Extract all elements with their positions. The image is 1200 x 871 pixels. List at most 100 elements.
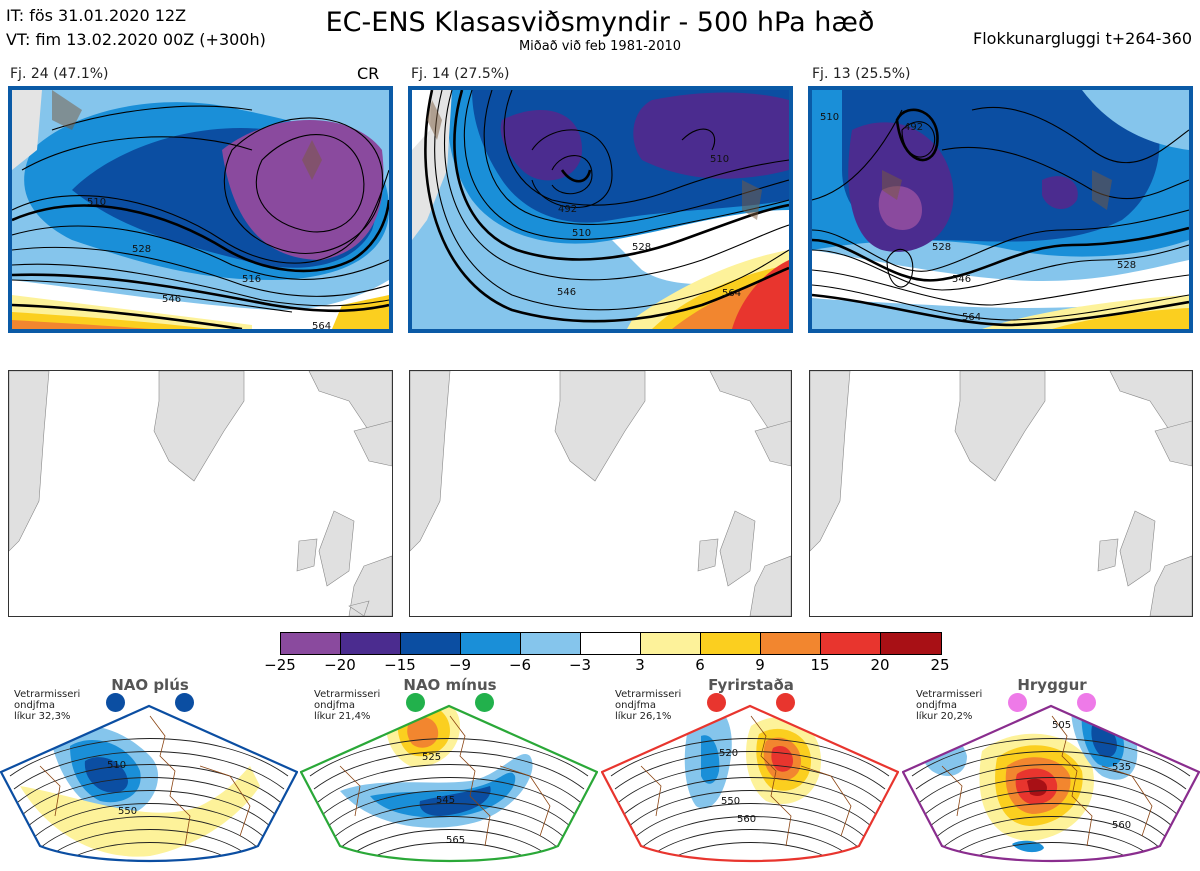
colorbar-tick-label: −20	[324, 656, 356, 674]
cluster-map-2-graphic: 492 510 528 546 564 510	[412, 90, 789, 329]
regime-marker-dot-right	[776, 693, 795, 712]
regime-note: Vetrarmisseri ondjfma líkur 20,2%	[916, 689, 982, 722]
regime-panel[interactable]: 510 550 Vetrarmisseri ondjfma líkur 32,3%…	[0, 676, 298, 871]
colorbar-swatch	[881, 633, 941, 654]
colorbar-tick-label: 3	[635, 656, 645, 674]
regime-marker-dot-right	[1077, 693, 1096, 712]
regime-contour-label: 525	[422, 752, 441, 763]
colorbar-swatch	[761, 633, 821, 654]
contour-label-492: 492	[558, 204, 577, 215]
regime-note-line: ondjfma	[14, 700, 55, 711]
colorbar	[280, 632, 942, 655]
colorbar-tick-label: −15	[384, 656, 416, 674]
colorbar-tick-label: 20	[870, 656, 890, 674]
regime-panel[interactable]: 520 550 560 Vetrarmisseri ondjfma líkur 26…	[601, 676, 899, 871]
regime-map: 520 550 560	[601, 704, 899, 863]
regime-panel[interactable]: 505 535 560 Vetrarmisseri ondjfma líkur 20…	[902, 676, 1200, 871]
regime-map: 505 535 560	[902, 704, 1200, 863]
blank-map-2-graphic	[410, 371, 791, 616]
blank-map-2[interactable]	[409, 370, 792, 617]
colorbar-ticks: −25 −20 −15 −9 −6 −3 3 6 9 15 20 25	[264, 656, 949, 676]
regime-marker-dot-left	[106, 693, 125, 712]
regime-contour-label: 560	[737, 814, 756, 825]
cluster-map-3[interactable]: 492 510 528 546 564 528	[808, 86, 1193, 333]
regime-note-line: ondjfma	[314, 700, 355, 711]
regime-contour-label: 545	[436, 795, 455, 806]
blank-map-3-graphic	[810, 371, 1192, 616]
colorbar-tick-label: −6	[508, 656, 532, 674]
contour-label-546: 546	[162, 294, 181, 305]
regime-panel[interactable]: 525 545 565 Vetrarmisseri ondjfma líkur 21…	[300, 676, 598, 871]
regime-note-line: líkur 32,3%	[14, 711, 71, 722]
init-time: IT: fös 31.01.2020 12Z	[6, 6, 187, 25]
regime-marker-dot-right	[175, 693, 194, 712]
regime-contour-label: 560	[1112, 820, 1131, 831]
colorbar-tick-label: −3	[568, 656, 592, 674]
page-subtitle: Miðað við feb 1981-2010	[518, 39, 682, 54]
contour-label-528: 528	[932, 242, 951, 253]
contour-label-564: 564	[722, 288, 741, 299]
cluster-map-2[interactable]: 492 510 528 546 564 510	[408, 86, 793, 333]
blank-map-1[interactable]	[8, 370, 393, 617]
regime-note-line: líkur 20,2%	[916, 711, 973, 722]
regime-note-line: Vetrarmisseri	[314, 689, 381, 700]
regime-title: Fyrirstaða	[708, 676, 794, 694]
blank-map-3[interactable]	[809, 370, 1193, 617]
regime-marker-dot-right	[475, 693, 494, 712]
regime-note-line: líkur 26,1%	[615, 711, 672, 722]
regime-contour-label: 550	[721, 796, 740, 807]
cluster-map-3-graphic: 492 510 528 546 564 528	[812, 90, 1189, 329]
colorbar-tick-label: 9	[755, 656, 765, 674]
panel-1-tag: CR	[357, 64, 380, 83]
contour-label-510: 510	[572, 228, 591, 239]
colorbar-tick-label: −9	[448, 656, 472, 674]
contour-label-546: 546	[557, 287, 576, 298]
cluster-map-1-graphic: 510 528 546 564 516	[12, 90, 389, 329]
regime-note: Vetrarmisseri ondjfma líkur 21,4%	[314, 689, 380, 722]
contour-label-528b: 528	[1117, 260, 1136, 271]
colorbar-swatch	[281, 633, 341, 654]
colorbar-swatch	[821, 633, 881, 654]
contour-label-528: 528	[632, 242, 651, 253]
regime-note: Vetrarmisseri ondjfma líkur 26,1%	[615, 689, 681, 722]
regime-note-line: ondjfma	[615, 700, 656, 711]
contour-label-546: 546	[952, 274, 971, 285]
contour-label-516: 516	[242, 274, 261, 285]
regime-contour-label: 535	[1112, 762, 1131, 773]
colorbar-swatch	[581, 633, 641, 654]
regime-marker-dot-left	[707, 693, 726, 712]
regime-map: 510 550	[0, 704, 298, 863]
regime-note-line: líkur 21,4%	[314, 711, 371, 722]
regime-note-line: ondjfma	[916, 700, 957, 711]
regime-title: Hryggur	[1017, 676, 1087, 694]
classification-window: Flokkunargluggi t+264-360	[973, 29, 1192, 48]
regime-title: NAO plús	[111, 676, 189, 694]
colorbar-swatch	[341, 633, 401, 654]
regime-marker-dot-left	[406, 693, 425, 712]
panel-2-label: Fj. 14 (27.5%)	[411, 66, 510, 82]
regime-marker-dot-left	[1008, 693, 1027, 712]
contour-label-510b: 510	[710, 154, 729, 165]
contour-label-510: 510	[87, 197, 106, 208]
regime-note-line: Vetrarmisseri	[14, 689, 81, 700]
colorbar-tick-label: 25	[930, 656, 950, 674]
colorbar-swatch	[401, 633, 461, 654]
valid-time: VT: fim 13.02.2020 00Z (+300h)	[6, 30, 266, 49]
contour-label-528: 528	[132, 244, 151, 255]
regime-note-line: Vetrarmisseri	[615, 689, 682, 700]
regime-note: Vetrarmisseri ondjfma líkur 32,3%	[14, 689, 80, 722]
colorbar-tick-label: 15	[810, 656, 830, 674]
colorbar-swatch	[521, 633, 581, 654]
blank-map-1-graphic	[9, 371, 392, 616]
colorbar-tick-label: −25	[264, 656, 296, 674]
regime-note-line: Vetrarmisseri	[916, 689, 983, 700]
contour-label-492: 492	[904, 122, 923, 133]
contour-label-510: 510	[820, 112, 839, 123]
colorbar-swatch	[461, 633, 521, 654]
colorbar-tick-label: 6	[695, 656, 705, 674]
cluster-map-1[interactable]: 510 528 546 564 516	[8, 86, 393, 333]
contour-label-564: 564	[962, 312, 981, 323]
header-times: IT: fös 31.01.2020 12Z VT: fim 13.02.202…	[6, 4, 266, 52]
panel-3-label: Fj. 13 (25.5%)	[812, 66, 911, 82]
regime-contour-label: 565	[446, 835, 465, 846]
